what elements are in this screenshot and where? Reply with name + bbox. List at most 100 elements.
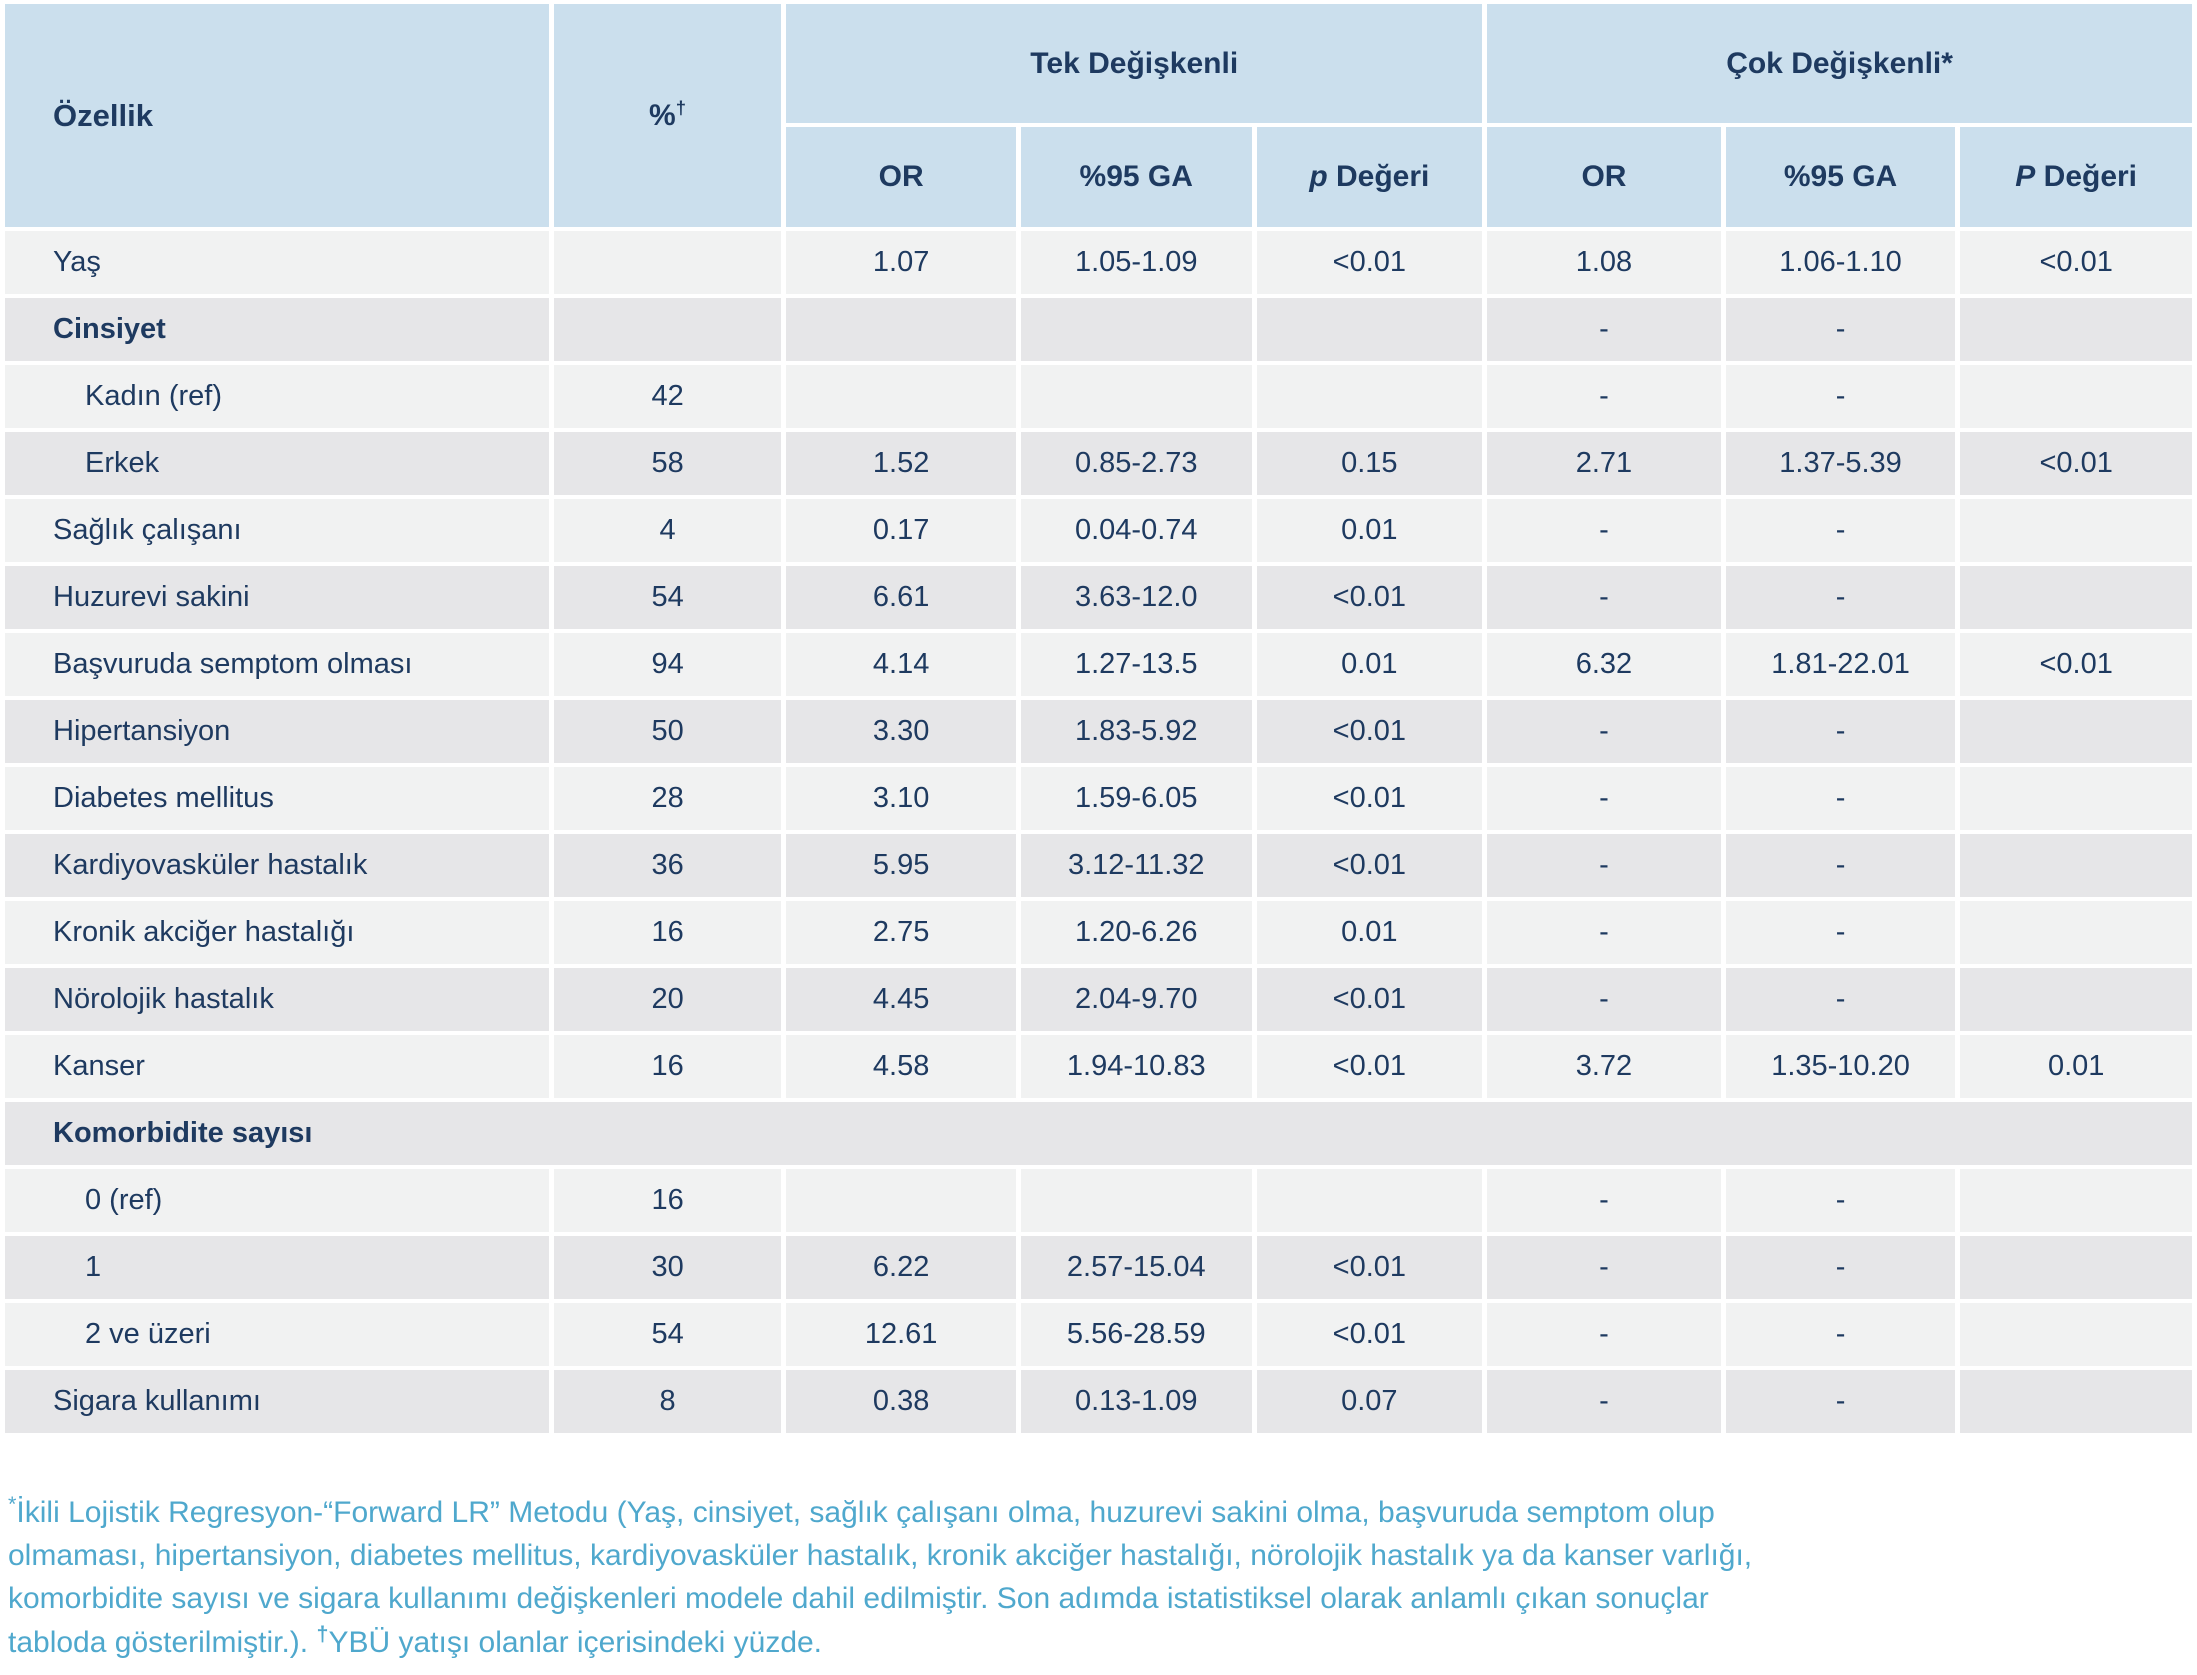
uni-or-cell: 3.10 bbox=[786, 767, 1016, 830]
percent-cell: 58 bbox=[553, 432, 782, 495]
uni-ci-cell: 5.56-28.59 bbox=[1020, 1303, 1252, 1366]
uni-or-cell: 4.14 bbox=[786, 633, 1016, 696]
percent-cell: 54 bbox=[553, 566, 782, 629]
uni-or-cell: 5.95 bbox=[786, 834, 1016, 897]
multi-ci-cell: - bbox=[1725, 834, 1956, 897]
multi-or-cell: 1.08 bbox=[1487, 231, 1721, 294]
multi-or-cell: - bbox=[1487, 365, 1721, 428]
header-multi-p: P Değeri bbox=[1960, 127, 2192, 227]
table-row: Hipertansiyon 50 3.30 1.83-5.92 <0.01- - bbox=[5, 700, 2192, 763]
uni-p-cell: <0.01 bbox=[1256, 1236, 1483, 1299]
row-label-cell: 2 ve üzeri bbox=[5, 1303, 549, 1366]
uni-p-cell: <0.01 bbox=[1256, 566, 1483, 629]
uni-ci-cell: 0.04-0.74 bbox=[1020, 499, 1252, 562]
header-multi-ci: %95 GA bbox=[1725, 127, 1956, 227]
uni-or-cell: 0.17 bbox=[786, 499, 1016, 562]
percent-cell: 8 bbox=[553, 1370, 782, 1433]
uni-ci-cell: 2.57-15.04 bbox=[1020, 1236, 1252, 1299]
percent-cell: 16 bbox=[553, 901, 782, 964]
footnote-dagger: † bbox=[316, 1620, 329, 1646]
multi-or-cell: - bbox=[1487, 1236, 1721, 1299]
multi-or-cell: - bbox=[1487, 566, 1721, 629]
uni-ci-cell: 0.13-1.09 bbox=[1020, 1370, 1252, 1433]
multi-p-cell bbox=[1960, 901, 2192, 964]
multi-or-cell: - bbox=[1487, 1370, 1721, 1433]
table-header: Özellik %† Tek Değişkenli Çok Değişkenli… bbox=[5, 4, 2192, 227]
uni-or-cell: 0.38 bbox=[786, 1370, 1016, 1433]
multi-p-cell bbox=[1960, 1169, 2192, 1232]
percent-cell: 42 bbox=[553, 365, 782, 428]
uni-ci-cell: 1.83-5.92 bbox=[1020, 700, 1252, 763]
p-letter: p bbox=[1309, 160, 1328, 193]
multi-or-cell: - bbox=[1487, 1303, 1721, 1366]
multi-ci-cell: - bbox=[1725, 1236, 1956, 1299]
multi-ci-cell: - bbox=[1725, 1303, 1956, 1366]
multi-p-cell bbox=[1960, 700, 2192, 763]
multi-or-cell: 2.71 bbox=[1487, 432, 1721, 495]
percent-cell: 50 bbox=[553, 700, 782, 763]
percent-cell: 20 bbox=[553, 968, 782, 1031]
multi-or-cell: 6.32 bbox=[1487, 633, 1721, 696]
row-label-cell: 1 bbox=[5, 1236, 549, 1299]
uni-or-cell: 1.52 bbox=[786, 432, 1016, 495]
percent-cell bbox=[553, 231, 782, 294]
multi-ci-cell: - bbox=[1725, 700, 1956, 763]
uni-p-cell bbox=[1256, 1169, 1483, 1232]
multi-ci-cell: - bbox=[1725, 298, 1956, 361]
multi-ci-cell: - bbox=[1725, 901, 1956, 964]
multi-p-cell bbox=[1960, 834, 2192, 897]
uni-ci-cell bbox=[1020, 365, 1252, 428]
multi-or-cell: - bbox=[1487, 834, 1721, 897]
uni-ci-cell: 2.04-9.70 bbox=[1020, 968, 1252, 1031]
multi-p-cell: <0.01 bbox=[1960, 633, 2192, 696]
uni-ci-cell bbox=[1020, 298, 1252, 361]
percent-symbol: % bbox=[649, 98, 676, 132]
uni-p-cell: 0.07 bbox=[1256, 1370, 1483, 1433]
uni-ci-cell: 1.20-6.26 bbox=[1020, 901, 1252, 964]
percent-dagger: † bbox=[675, 96, 687, 118]
p-word: Değeri bbox=[1327, 160, 1430, 193]
percent-cell bbox=[553, 298, 782, 361]
multi-or-cell: - bbox=[1487, 901, 1721, 964]
multi-p-cell: 0.01 bbox=[1960, 1035, 2192, 1098]
multi-p-cell bbox=[1960, 968, 2192, 1031]
table-row: Sigara kullanımı 8 0.38 0.13-1.09 0.07- - bbox=[5, 1370, 2192, 1433]
header-uni-ci: %95 GA bbox=[1020, 127, 1252, 227]
p-letter: P bbox=[2015, 160, 2036, 193]
table-row: Yaş 1.07 1.05-1.09 <0.01 1.08 1.06-1.10 <0.01 bbox=[5, 231, 2192, 294]
header-percent: %† bbox=[553, 4, 782, 227]
row-label-cell: Komorbidite sayısı bbox=[5, 1102, 2192, 1165]
percent-cell: 30 bbox=[553, 1236, 782, 1299]
footnote-star: * bbox=[8, 1491, 17, 1516]
multi-or-cell: - bbox=[1487, 298, 1721, 361]
multi-p-cell: <0.01 bbox=[1960, 432, 2192, 495]
uni-or-cell: 2.75 bbox=[786, 901, 1016, 964]
uni-ci-cell: 3.12-11.32 bbox=[1020, 834, 1252, 897]
multi-ci-cell: 1.37-5.39 bbox=[1725, 432, 1956, 495]
header-uni-p: p Değeri bbox=[1256, 127, 1483, 227]
p-word: Değeri bbox=[2035, 160, 2138, 193]
uni-ci-cell: 1.27-13.5 bbox=[1020, 633, 1252, 696]
multi-p-cell bbox=[1960, 298, 2192, 361]
row-label-cell: 0 (ref) bbox=[5, 1169, 549, 1232]
table-row: Başvuruda semptom olması 94 4.14 1.27-13.5 0… bbox=[5, 633, 2192, 696]
row-label-cell: Diabetes mellitus bbox=[5, 767, 549, 830]
header-feature: Özellik bbox=[5, 4, 549, 227]
uni-or-cell: 4.45 bbox=[786, 968, 1016, 1031]
footnote-text-2: YBÜ yatışı olanlar içerisindeki yüzde. bbox=[328, 1625, 823, 1659]
row-label-cell: Başvuruda semptom olması bbox=[5, 633, 549, 696]
uni-or-cell: 6.22 bbox=[786, 1236, 1016, 1299]
multi-ci-cell: 1.06-1.10 bbox=[1725, 231, 1956, 294]
multi-ci-cell: - bbox=[1725, 1169, 1956, 1232]
uni-ci-cell: 1.59-6.05 bbox=[1020, 767, 1252, 830]
row-label-cell: Kronik akciğer hastalığı bbox=[5, 901, 549, 964]
percent-cell: 36 bbox=[553, 834, 782, 897]
table-row: 2 ve üzeri 54 12.61 5.56-28.59 <0.01- - bbox=[5, 1303, 2192, 1366]
multi-ci-cell: - bbox=[1725, 499, 1956, 562]
multi-p-cell bbox=[1960, 499, 2192, 562]
table-row: Cinsiyet - - bbox=[5, 298, 2192, 361]
multi-ci-cell: - bbox=[1725, 767, 1956, 830]
multi-p-cell bbox=[1960, 767, 2192, 830]
header-multi-or: OR bbox=[1487, 127, 1721, 227]
table-row: Sağlık çalışanı 4 0.17 0.04-0.74 0.01- - bbox=[5, 499, 2192, 562]
